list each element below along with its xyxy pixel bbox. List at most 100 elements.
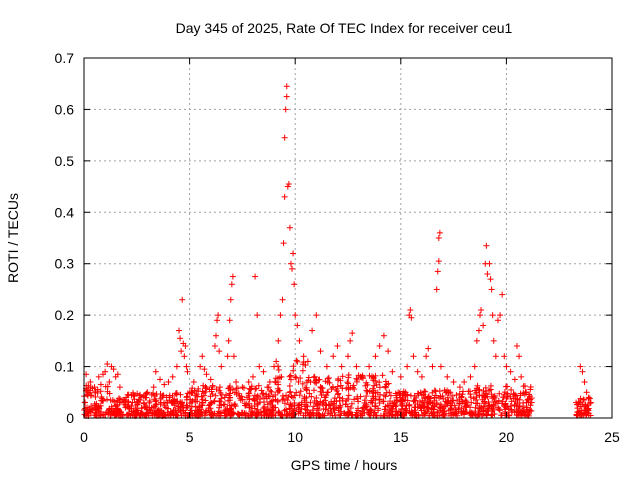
data-point: [379, 372, 386, 379]
data-point: [511, 376, 518, 383]
data-point: [585, 394, 592, 401]
data-point: [260, 405, 267, 412]
data-point: [261, 409, 268, 416]
data-point: [422, 394, 429, 401]
data-point: [485, 405, 492, 412]
data-point: [254, 401, 261, 408]
data-point: [334, 343, 341, 349]
data-point: [442, 402, 449, 409]
data-point: [403, 402, 410, 409]
data-point: [465, 388, 472, 395]
data-point: [102, 383, 109, 390]
data-point: [444, 373, 451, 380]
data-point: [91, 384, 98, 391]
data-point: [97, 402, 104, 409]
data-point: [172, 407, 179, 414]
data-point: [319, 385, 326, 392]
data-point: [334, 391, 341, 398]
y-tick-label: 0.7: [55, 50, 75, 66]
data-point: [423, 353, 430, 360]
data-point: [386, 389, 393, 396]
data-point: [144, 404, 151, 411]
data-point: [217, 398, 224, 405]
data-point: [514, 400, 521, 407]
y-tick-label: 0.4: [55, 204, 75, 220]
data-point: [516, 353, 523, 360]
data-point: [134, 401, 141, 408]
data-point: [349, 330, 356, 337]
data-point: [289, 265, 296, 272]
data-point: [433, 286, 440, 293]
data-point: [402, 397, 409, 404]
data-point: [312, 377, 319, 384]
data-point: [345, 353, 351, 360]
x-tick-label: 20: [499, 429, 515, 445]
data-point: [456, 384, 463, 391]
data-point: [272, 391, 279, 398]
data-point: [201, 366, 208, 373]
data-point: [508, 407, 515, 414]
data-point: [186, 389, 193, 396]
data-point: [135, 397, 142, 403]
data-point: [277, 312, 284, 319]
data-point: [268, 388, 275, 395]
data-point: [376, 396, 383, 403]
data-point: [420, 399, 427, 406]
data-point: [579, 401, 586, 408]
data-point: [284, 183, 291, 190]
data-point: [396, 394, 403, 401]
data-point: [322, 397, 329, 404]
data-point: [441, 410, 448, 417]
data-point: [152, 368, 159, 375]
data-point: [363, 393, 370, 400]
data-point: [333, 387, 340, 394]
data-point: [134, 407, 141, 414]
data-point: [337, 412, 344, 419]
data-point: [436, 404, 443, 411]
data-point: [106, 379, 113, 385]
data-point: [479, 396, 486, 403]
data-point: [461, 400, 468, 407]
data-point: [157, 376, 164, 383]
data-point: [422, 410, 429, 417]
data-point: [433, 399, 440, 406]
data-point: [354, 405, 361, 412]
data-point: [140, 399, 147, 406]
data-point: [472, 387, 479, 394]
data-point: [381, 406, 388, 413]
data-point: [414, 368, 421, 375]
data-point: [437, 401, 444, 408]
data-point: [429, 363, 436, 370]
data-point: [421, 388, 428, 395]
data-point: [366, 363, 373, 370]
data-point: [245, 379, 252, 385]
data-point: [355, 398, 362, 405]
data-point: [473, 391, 480, 398]
data-point: [143, 390, 150, 397]
data-point: [376, 384, 383, 391]
y-tick-label: 0.6: [55, 101, 75, 117]
data-points: [81, 83, 594, 419]
data-point: [285, 181, 292, 187]
data-point: [305, 374, 312, 381]
data-point: [255, 410, 262, 417]
data-point: [82, 399, 89, 406]
data-point: [164, 399, 171, 406]
data-point: [461, 379, 468, 385]
data-point: [199, 353, 206, 360]
data-point: [472, 396, 479, 403]
data-point: [286, 224, 293, 231]
data-point: [579, 368, 586, 375]
data-point: [286, 373, 293, 380]
data-point: [491, 392, 498, 399]
data-point: [271, 363, 278, 370]
data-point: [496, 390, 503, 397]
data-point: [286, 389, 293, 396]
data-point: [358, 374, 365, 381]
data-point: [248, 408, 255, 415]
data-point: [249, 373, 256, 380]
data-point: [434, 268, 441, 275]
data-point: [494, 317, 501, 324]
data-point: [418, 373, 425, 380]
